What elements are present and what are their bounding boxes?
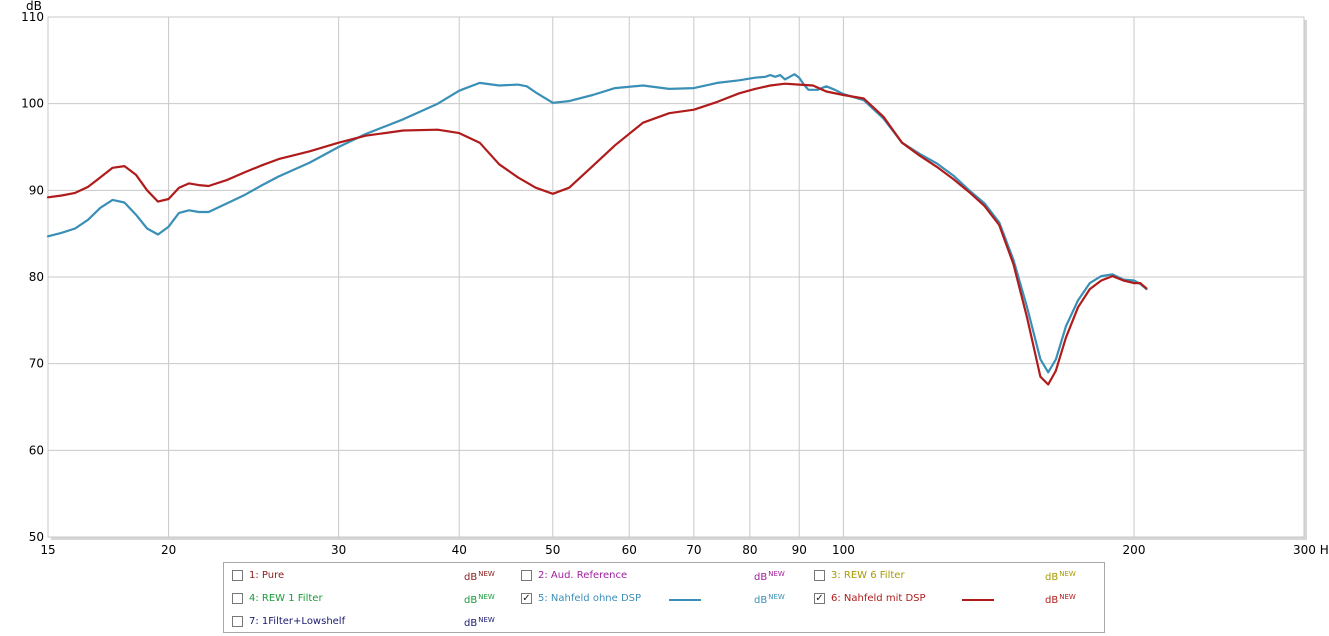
frequency-response-chart: 50 60 70 80 90 100 110 15 20 30 40 50 60 70 80 90 100 200… [21, 0, 1329, 557]
legend-unit: dBNEW [464, 570, 495, 583]
legend-unit-sup: NEW [768, 593, 785, 601]
series-line-2 [46, 82, 1148, 386]
legend-unit-main: dB [754, 595, 768, 606]
legend-item: 7: 1Filter+Lowshelf dBNEW [232, 615, 517, 631]
y-tick-label: 60 [29, 443, 44, 457]
legend-unit-sup: NEW [1059, 593, 1076, 601]
legend-label: 2: Aud. Reference [538, 570, 628, 581]
legend-item: ✓ 5: Nahfeld ohne DSP dBNEW [521, 592, 806, 608]
legend-unit: dBNEW [1045, 593, 1076, 606]
legend-checkbox[interactable] [521, 570, 532, 581]
legend-checkbox[interactable] [232, 593, 243, 604]
legend-checkbox[interactable]: ✓ [814, 593, 825, 604]
x-tick-label: 20 [161, 543, 176, 557]
legend-line-swatch [669, 599, 701, 601]
legend-unit-sup: NEW [478, 570, 495, 578]
x-tick-label: 80 [742, 543, 757, 557]
y-tick-label: 110 [21, 10, 44, 24]
x-tick-label: 15 [40, 543, 55, 557]
legend-unit-sup: NEW [1059, 570, 1076, 578]
y-unit-label: dB [26, 0, 42, 13]
legend-unit-sup: NEW [478, 593, 495, 601]
legend-unit: dBNEW [754, 570, 785, 583]
legend-item: 2: Aud. Reference dBNEW [521, 569, 806, 585]
legend-unit: dBNEW [464, 593, 495, 606]
x-tick-label: 30 [331, 543, 346, 557]
legend-unit-main: dB [754, 572, 768, 583]
x-tick-label: 40 [452, 543, 467, 557]
legend-label: 4: REW 1 Filter [249, 593, 323, 604]
x-tick-label: 300 Hz [1293, 543, 1329, 557]
legend-checkbox[interactable] [232, 616, 243, 627]
legend-unit-main: dB [464, 595, 478, 606]
x-tick-label: 70 [686, 543, 701, 557]
legend-label: 1: Pure [249, 570, 285, 581]
y-tick-label: 70 [29, 357, 44, 371]
legend-label: 7: 1Filter+Lowshelf [249, 616, 346, 627]
legend-item: 4: REW 1 Filter dBNEW [232, 592, 517, 608]
legend-unit-main: dB [1045, 572, 1059, 583]
legend-label: 5: Nahfeld ohne DSP [538, 593, 642, 604]
legend-unit-main: dB [464, 618, 478, 629]
legend-item: 1: Pure dBNEW [232, 569, 517, 585]
legend-checkbox[interactable] [232, 570, 243, 581]
legend-item: ✓ 6: Nahfeld mit DSP dBNEW [814, 592, 1099, 608]
legend-unit-sup: NEW [478, 616, 495, 624]
legend-panel: 1: Pure dBNEW 2: Aud. Reference dBNEW 3: REW… [223, 562, 1105, 633]
legend-label: 6: Nahfeld mit DSP [831, 593, 926, 604]
legend-unit: dBNEW [464, 616, 495, 629]
x-tick-label: 60 [622, 543, 637, 557]
grid [47, 16, 1305, 538]
legend-unit-main: dB [464, 572, 478, 583]
y-tick-label: 90 [29, 183, 44, 197]
legend-checkbox[interactable]: ✓ [521, 593, 532, 604]
x-tick-label: 50 [545, 543, 560, 557]
series-lines [46, 73, 1148, 386]
x-tick-label: 200 [1123, 543, 1146, 557]
legend-unit-main: dB [1045, 595, 1059, 606]
y-tick-label: 80 [29, 270, 44, 284]
legend-label: 3: REW 6 Filter [831, 570, 905, 581]
x-tick-label: 100 [832, 543, 855, 557]
legend-unit: dBNEW [754, 593, 785, 606]
series-line-1 [46, 73, 1148, 374]
legend-line-swatch [962, 599, 994, 601]
legend-checkbox[interactable] [814, 570, 825, 581]
legend-item: 3: REW 6 Filter dBNEW [814, 569, 1099, 585]
legend-unit: dBNEW [1045, 570, 1076, 583]
y-tick-label: 50 [29, 530, 44, 544]
y-tick-label: 100 [21, 97, 44, 111]
tick-labels: 50 60 70 80 90 100 110 15 20 30 40 50 60 70 80 90 100 200… [21, 10, 1329, 557]
legend-unit-sup: NEW [768, 570, 785, 578]
x-tick-label: 90 [792, 543, 807, 557]
